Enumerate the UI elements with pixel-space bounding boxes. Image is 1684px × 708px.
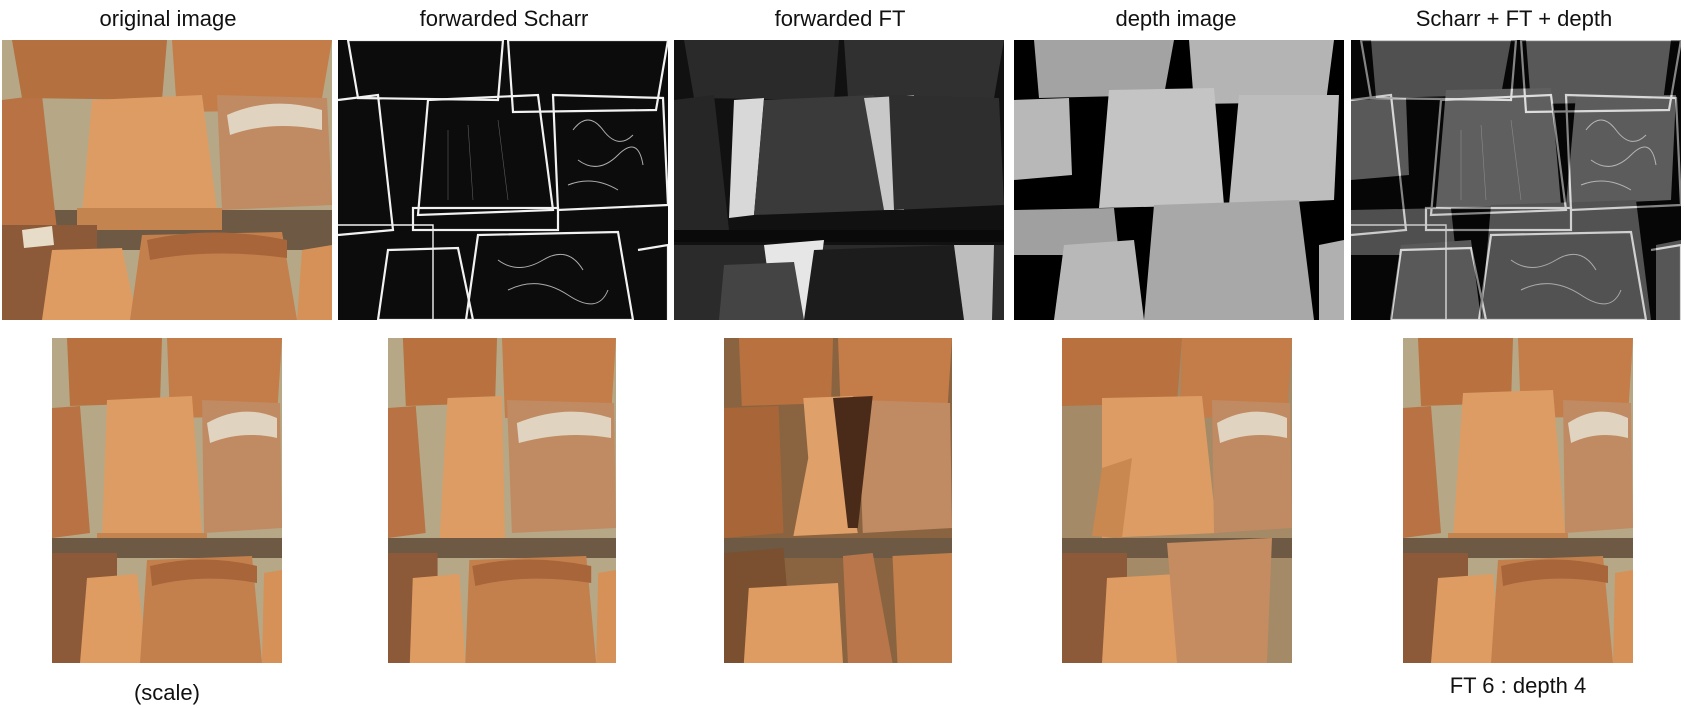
original-image-panel bbox=[2, 40, 332, 320]
result-ft-panel bbox=[724, 338, 952, 663]
caption-scale: (scale) bbox=[133, 680, 200, 705]
result-depth-panel bbox=[1062, 338, 1292, 663]
caption-weight-ratio: FT 6 : depth 4 bbox=[1449, 673, 1587, 698]
column-title-combined: Scharr + FT + depth bbox=[1415, 6, 1613, 31]
column-title-original: original image bbox=[99, 6, 237, 31]
result-scharr-panel bbox=[388, 338, 616, 663]
scharr-edge-map-panel bbox=[338, 40, 668, 320]
column-title-ft: forwarded FT bbox=[774, 6, 906, 31]
result-combined-panel bbox=[1403, 338, 1633, 663]
ft-map-panel bbox=[674, 40, 1004, 320]
column-title-scharr: forwarded Scharr bbox=[419, 6, 589, 31]
column-title-depth: depth image bbox=[1115, 6, 1237, 31]
depth-map-panel bbox=[1014, 40, 1344, 320]
combined-map-panel bbox=[1351, 40, 1681, 320]
result-scale-panel bbox=[52, 338, 282, 663]
